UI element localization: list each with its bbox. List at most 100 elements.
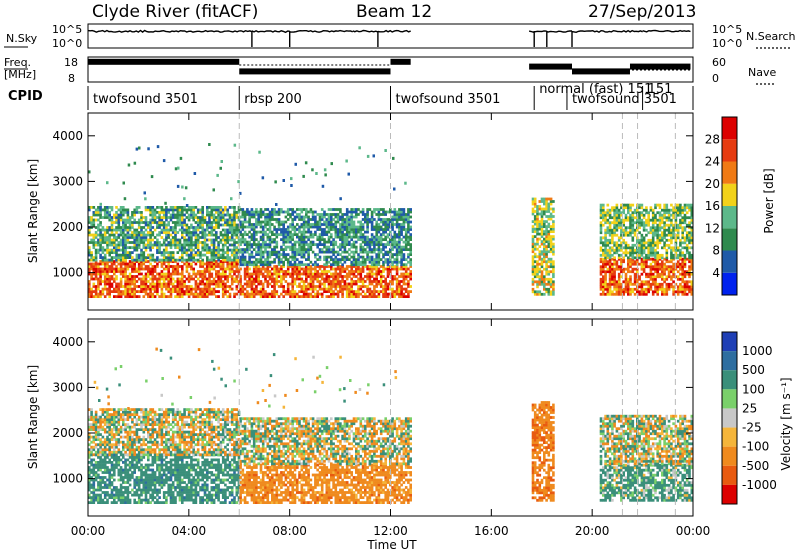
data-cell: [327, 230, 331, 234]
data-cell: [255, 218, 258, 221]
data-cell: [151, 295, 155, 298]
data-cell: [636, 280, 639, 284]
data-cell: [239, 243, 242, 246]
data-cell: [228, 238, 232, 242]
data-cell: [685, 270, 689, 274]
data-cell: [547, 202, 551, 206]
data-cell: [268, 277, 272, 281]
data-cell: [252, 230, 256, 234]
data-cell: [208, 265, 211, 268]
data-cell: [375, 280, 378, 283]
data-cell: [259, 220, 263, 224]
data-cell: [373, 248, 376, 251]
data-cell: [169, 275, 173, 278]
data-cell: [604, 246, 607, 250]
data-cell: [90, 258, 93, 262]
data-cell: [370, 267, 374, 271]
data-cell: [352, 275, 356, 278]
data-cell: [196, 277, 200, 281]
data-cell: [142, 233, 146, 237]
data-cell: [271, 208, 274, 211]
data-cell: [97, 295, 100, 298]
data-cell: [286, 285, 290, 288]
data-cell: [386, 210, 390, 214]
data-cell: [196, 272, 200, 276]
data-cell: [194, 238, 198, 242]
data-cell: [683, 270, 687, 274]
data-cell: [624, 213, 628, 217]
data-cell: [536, 242, 539, 246]
data-cell: [149, 236, 152, 239]
data-cell: [199, 280, 202, 283]
data-cell: [341, 287, 344, 291]
data-cell: [206, 233, 209, 237]
data-cell: [336, 253, 340, 256]
data-cell: [286, 292, 290, 296]
data-cell: [352, 280, 356, 283]
data-cell: [298, 263, 301, 267]
data-cell: [199, 262, 202, 266]
data-cell: [88, 206, 91, 209]
data-cell: [115, 253, 118, 257]
data-cell: [379, 228, 383, 231]
data-cell: [670, 265, 673, 269]
data-cell: [201, 248, 204, 252]
data-cell: [370, 250, 374, 254]
data-cell: [94, 277, 98, 281]
data-cell: [661, 277, 664, 281]
data-cell: [119, 231, 123, 234]
data-cell: [273, 250, 276, 254]
data-cell: [309, 260, 313, 264]
data-cell: [162, 277, 166, 281]
data-cell: [266, 270, 270, 273]
data-cell: [348, 235, 351, 239]
data-cell: [617, 221, 621, 225]
data-cell: [230, 213, 234, 217]
data-cell: [409, 290, 412, 293]
data-cell: [631, 290, 635, 294]
data-cell: [171, 226, 175, 229]
data-cell: [224, 218, 227, 222]
data-cell: [156, 272, 159, 276]
data-cell: [115, 248, 118, 252]
data-cell: [192, 231, 195, 234]
data-cell: [651, 253, 655, 257]
data-cell: [90, 272, 93, 276]
noise-right-tick-top: 10^5: [712, 23, 742, 36]
data-cell: [330, 228, 333, 231]
data-cell: [233, 241, 236, 244]
data-cell: [291, 253, 294, 256]
data-cell: [210, 208, 214, 212]
data-cell: [538, 222, 542, 226]
data-cell: [187, 208, 191, 212]
data-cell: [386, 220, 390, 224]
data-cell: [286, 235, 290, 239]
data-cell: [268, 230, 272, 234]
data-cell: [230, 267, 234, 271]
data-cell: [291, 210, 294, 214]
data-cell: [169, 292, 173, 296]
data-cell: [137, 231, 141, 234]
data-cell: [407, 280, 410, 283]
data-cell: [400, 248, 403, 251]
data-cell: [271, 248, 274, 251]
data-cell: [620, 265, 623, 269]
data-cell: [259, 258, 263, 261]
data-cell: [536, 240, 539, 243]
data-cell: [305, 280, 308, 283]
data-cell: [318, 228, 322, 231]
data-cell: [219, 272, 223, 276]
data-cell: [257, 277, 260, 281]
noise-sky-line: [87, 29, 691, 47]
data-cell: [334, 260, 338, 264]
data-cell: [162, 272, 166, 276]
data-cell: [547, 217, 551, 221]
data-cell: [545, 215, 548, 218]
data-cell: [355, 215, 358, 219]
data-cell: [199, 290, 202, 293]
data-cell: [289, 255, 292, 259]
data-cell: [647, 211, 650, 215]
data-cell: [178, 221, 182, 224]
data-cell: [113, 267, 116, 271]
data-cell: [162, 228, 166, 232]
